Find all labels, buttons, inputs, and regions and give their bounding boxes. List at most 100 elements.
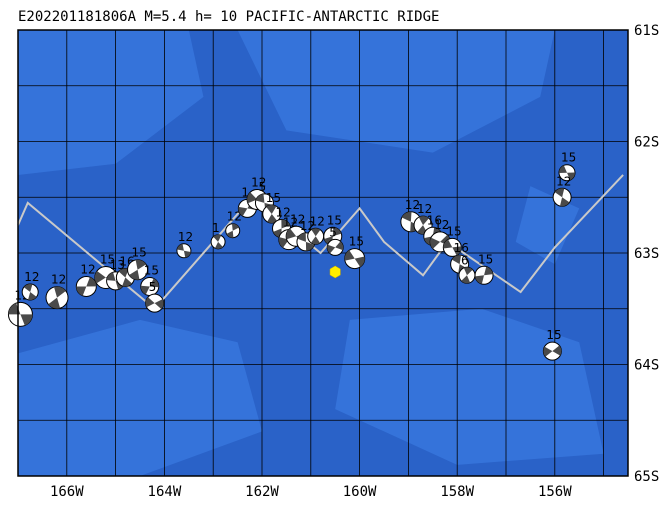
compression-quadrant	[484, 266, 493, 276]
compression-quadrant	[122, 277, 133, 287]
mechanism-label: 15	[446, 224, 461, 238]
mechanism-label: 15	[144, 263, 159, 277]
mechanism-label: 16	[427, 213, 442, 227]
focal-mechanism: 6	[458, 253, 476, 284]
compression-quadrant	[552, 345, 562, 356]
compression-quadrant	[559, 197, 570, 207]
compression-quadrant	[327, 244, 336, 254]
compression-quadrant	[48, 297, 61, 309]
mechanism-label: 15	[561, 151, 576, 165]
compression-quadrant	[559, 165, 567, 173]
focal-mechanism: 12	[21, 270, 39, 301]
mechanism-label: 12	[80, 262, 95, 276]
compression-quadrant	[311, 228, 321, 237]
longitude-label: 160W	[343, 484, 377, 500]
focal-mechanism: 12	[307, 214, 325, 245]
longitude-labels: 166W 164W 162W 160W 158W 156W	[50, 484, 572, 500]
compression-quadrant	[154, 299, 164, 310]
mechanism-label: 1	[212, 221, 220, 235]
mechanism-label: 12	[417, 202, 432, 216]
mechanism-label: 12	[434, 218, 449, 232]
compression-quadrant	[335, 241, 344, 251]
latitude-label: 62S	[634, 135, 659, 151]
latitude-label: 65S	[634, 469, 659, 485]
mechanism-label: 6	[461, 253, 469, 267]
mechanism-label: 15	[478, 252, 493, 266]
compression-quadrant	[430, 237, 441, 249]
compression-quadrant	[226, 230, 234, 238]
map-border	[17, 29, 629, 477]
compression-quadrant	[86, 277, 97, 287]
mechanism-label: 12	[310, 214, 325, 228]
compression-quadrant	[452, 246, 462, 256]
bathymetry-patch	[335, 308, 604, 465]
mechanism-label: 12	[405, 198, 420, 212]
longitude-label: 166W	[50, 484, 84, 500]
compression-quadrant	[451, 255, 462, 265]
mechanism-label: 12	[178, 230, 193, 244]
compression-quadrant	[238, 206, 248, 217]
longitude-label: 162W	[245, 484, 279, 500]
mechanism-label: 13	[110, 258, 125, 272]
mechanism-label: 15	[327, 213, 342, 227]
focal-mechanism: 15	[558, 151, 576, 182]
longitude-label: 164W	[148, 484, 182, 500]
bathymetry-patch	[18, 30, 204, 175]
mechanism-label: 12	[227, 210, 242, 224]
compression-quadrant	[344, 250, 355, 261]
compression-quadrant	[401, 211, 412, 222]
compression-quadrant	[463, 267, 473, 276]
focal-mechanism: 15	[474, 252, 494, 285]
mechanism-label: 12	[290, 212, 305, 226]
mechanism-label: 15	[100, 253, 115, 267]
focal-mechanism: 15	[140, 263, 160, 296]
focal-mechanism: 15	[442, 224, 462, 257]
bathymetry-patch	[18, 319, 262, 476]
mechanism-label: 5	[149, 280, 157, 294]
compression-quadrant	[129, 269, 140, 280]
mechanism-label: 15	[349, 235, 364, 249]
latitude-label: 61S	[634, 23, 659, 39]
focal-mechanism: 5	[145, 280, 165, 313]
focal-mechanism: 15	[344, 235, 366, 270]
compression-quadrant	[255, 193, 265, 203]
compression-quadrant	[231, 223, 239, 231]
compression-quadrant	[145, 297, 155, 308]
compression-quadrant	[118, 268, 129, 278]
compression-quadrant	[23, 284, 33, 293]
mechanism-label: 12	[276, 205, 291, 219]
mechanism-label: 12	[251, 175, 266, 189]
compression-quadrant	[543, 346, 553, 357]
compression-quadrant	[332, 227, 342, 237]
compression-quadrant	[297, 232, 306, 242]
compression-quadrant	[354, 256, 365, 267]
mechanism-label: 15	[546, 328, 561, 342]
compression-quadrant	[149, 278, 159, 288]
latitude-label: 63S	[634, 246, 659, 262]
latitude-label: 64S	[634, 358, 659, 374]
compression-quadrant	[213, 234, 222, 242]
longitude-label: 156W	[538, 484, 572, 500]
mechanism-label: 12	[24, 270, 39, 284]
focal-mechanism: 15	[127, 246, 149, 281]
compression-quadrant	[215, 241, 223, 249]
compression-quadrant	[20, 314, 33, 326]
compression-quadrant	[247, 192, 258, 204]
focal-mechanism: 12	[176, 230, 193, 259]
compression-quadrant	[418, 216, 429, 226]
compression-quadrant	[177, 243, 184, 251]
focal-mechanism: 15	[542, 328, 562, 361]
mechanism-label: 1	[241, 185, 249, 199]
compression-quadrant	[567, 172, 575, 181]
compression-quadrant	[311, 236, 321, 245]
focal-mechanism: 12	[45, 273, 69, 310]
focal-mechanism: 12	[225, 210, 242, 239]
latitude-labels: 61S 62S 63S 64S 65S	[634, 23, 659, 485]
compression-quadrant	[266, 204, 277, 214]
bathymetry-patch	[237, 30, 555, 153]
event-epicenter-marker	[329, 265, 341, 279]
compression-quadrant	[28, 292, 37, 301]
